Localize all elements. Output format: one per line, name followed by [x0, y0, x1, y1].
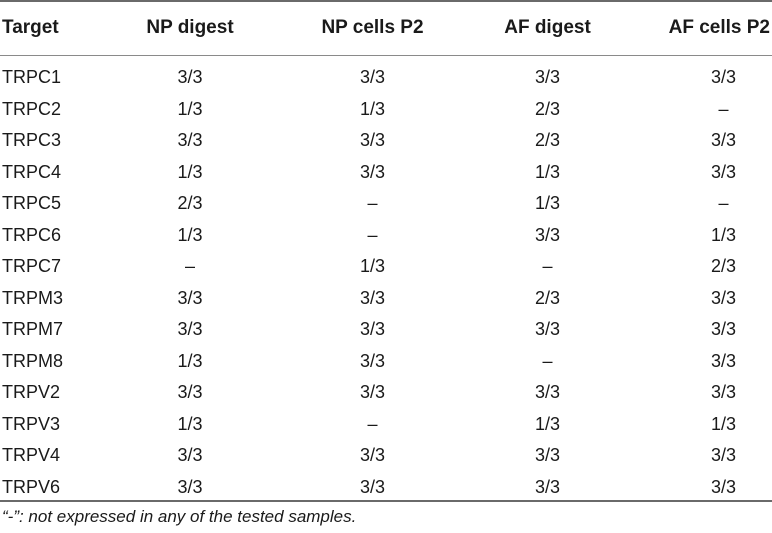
table-header-row: Target NP digest NP cells P2 AF digest A…: [0, 0, 772, 56]
target-cell: TRPV6: [2, 476, 61, 497]
np-cells-p2-cell: 1/3: [359, 98, 386, 119]
af-cells-p2-cell: 3/3: [710, 130, 737, 151]
af-cells-p2-cell: –: [718, 193, 729, 214]
target-cell: TRPC2: [2, 98, 62, 119]
af-cells-p2-cell: 3/3: [710, 350, 737, 371]
np-digest-cell: –: [184, 256, 195, 277]
table-row: TRPV6 3/3 3/3 3/3 3/3: [0, 472, 772, 504]
table-row: TRPV3 1/3 – 1/3 1/3: [0, 409, 772, 441]
expression-table: Target NP digest NP cells P2 AF digest A…: [0, 0, 772, 503]
af-cells-p2-cell: 3/3: [710, 445, 737, 466]
af-digest-cell: 3/3: [534, 476, 561, 497]
table-row: TRPM8 1/3 3/3 – 3/3: [0, 346, 772, 378]
np-digest-cell: 3/3: [177, 67, 203, 88]
af-cells-p2-cell: 1/3: [710, 413, 737, 434]
table-row: TRPC7 – 1/3 – 2/3: [0, 251, 772, 283]
np-cells-p2-cell: 3/3: [359, 445, 386, 466]
af-cells-p2-cell: 3/3: [710, 161, 737, 182]
np-digest-cell: 1/3: [177, 413, 203, 434]
target-cell: TRPC6: [2, 224, 62, 245]
np-digest-cell: 2/3: [177, 193, 203, 214]
target-cell: TRPC4: [2, 161, 62, 182]
af-cells-p2-cell: 3/3: [710, 319, 737, 340]
np-cells-p2-cell: 1/3: [359, 256, 386, 277]
af-cells-p2-cell: 3/3: [710, 476, 737, 497]
target-cell: TRPC5: [2, 193, 62, 214]
np-digest-cell: 3/3: [177, 130, 203, 151]
af-digest-cell: 1/3: [534, 161, 561, 182]
np-digest-cell: 3/3: [177, 319, 203, 340]
target-cell: TRPV3: [2, 413, 61, 434]
np-digest-cell: 3/3: [177, 382, 203, 403]
target-cell: TRPM3: [2, 287, 64, 308]
np-digest-cell: 1/3: [177, 98, 203, 119]
target-cell: TRPC7: [2, 256, 62, 277]
af-digest-cell: 1/3: [534, 193, 561, 214]
table-footnote: “-”: not expressed in any of the tested …: [2, 507, 357, 526]
np-cells-p2-cell: 3/3: [359, 319, 386, 340]
table-row: TRPC2 1/3 1/3 2/3 –: [0, 94, 772, 126]
np-cells-p2-cell: 3/3: [359, 67, 386, 88]
target-cell: TRPV2: [2, 382, 61, 403]
target-cell: TRPC3: [2, 130, 62, 151]
np-cells-p2-cell: 3/3: [359, 382, 386, 403]
np-cells-p2-cell: –: [367, 224, 378, 245]
column-header-target: Target: [2, 17, 59, 38]
table-row: TRPV4 3/3 3/3 3/3 3/3: [0, 440, 772, 472]
table-header-rule: [0, 55, 772, 56]
np-cells-p2-cell: 3/3: [359, 161, 386, 182]
np-digest-cell: 1/3: [177, 161, 203, 182]
np-cells-p2-cell: 3/3: [359, 130, 386, 151]
table-row: TRPM3 3/3 3/3 2/3 3/3: [0, 283, 772, 315]
af-digest-cell: 3/3: [534, 224, 561, 245]
af-cells-p2-cell: –: [718, 98, 729, 119]
af-cells-p2-cell: 2/3: [710, 256, 737, 277]
af-digest-cell: 3/3: [534, 382, 561, 403]
target-cell: TRPM7: [2, 319, 64, 340]
af-digest-cell: –: [542, 256, 553, 277]
np-cells-p2-cell: 3/3: [359, 287, 386, 308]
af-cells-p2-cell: 1/3: [710, 224, 737, 245]
table-row: TRPC6 1/3 – 3/3 1/3: [0, 220, 772, 252]
column-header-np-digest: NP digest: [146, 17, 234, 38]
af-digest-cell: 3/3: [534, 67, 561, 88]
af-cells-p2-cell: 3/3: [710, 287, 737, 308]
target-cell: TRPC1: [2, 67, 62, 88]
af-digest-cell: 3/3: [534, 319, 561, 340]
np-cells-p2-cell: 3/3: [359, 476, 386, 497]
np-cells-p2-cell: –: [367, 413, 378, 434]
np-digest-cell: 3/3: [177, 476, 203, 497]
table-row: TRPV2 3/3 3/3 3/3 3/3: [0, 377, 772, 409]
af-digest-cell: 2/3: [534, 98, 561, 119]
table-bottom-rule: [0, 500, 772, 502]
np-digest-cell: 3/3: [177, 445, 203, 466]
table-row: TRPC5 2/3 – 1/3 –: [0, 188, 772, 220]
np-cells-p2-cell: 3/3: [359, 350, 386, 371]
table-row: TRPC4 1/3 3/3 1/3 3/3: [0, 157, 772, 189]
table-row: TRPC1 3/3 3/3 3/3 3/3: [0, 56, 772, 94]
table-row: TRPC3 3/3 3/3 2/3 3/3: [0, 125, 772, 157]
column-header-af-cells-p2: AF cells P2: [668, 17, 770, 38]
column-header-np-cells-p2: NP cells P2: [321, 17, 424, 38]
np-cells-p2-cell: –: [367, 193, 378, 214]
column-header-af-digest: AF digest: [504, 17, 591, 38]
af-cells-p2-cell: 3/3: [710, 67, 737, 88]
target-cell: TRPM8: [2, 350, 64, 371]
af-cells-p2-cell: 3/3: [710, 382, 737, 403]
af-digest-cell: 2/3: [534, 287, 561, 308]
np-digest-cell: 1/3: [177, 224, 203, 245]
af-digest-cell: 1/3: [534, 413, 561, 434]
np-digest-cell: 3/3: [177, 287, 203, 308]
table-body: TRPC1 3/3 3/3 3/3 3/3 TRPC2 1/3 1/3 2/3 – TRPC3 3/3…: [0, 56, 772, 503]
af-digest-cell: 3/3: [534, 445, 561, 466]
target-cell: TRPV4: [2, 445, 61, 466]
np-digest-cell: 1/3: [177, 350, 203, 371]
af-digest-cell: –: [542, 350, 553, 371]
af-digest-cell: 2/3: [534, 130, 561, 151]
table-top-rule: [0, 0, 772, 2]
table-row: TRPM7 3/3 3/3 3/3 3/3: [0, 314, 772, 346]
